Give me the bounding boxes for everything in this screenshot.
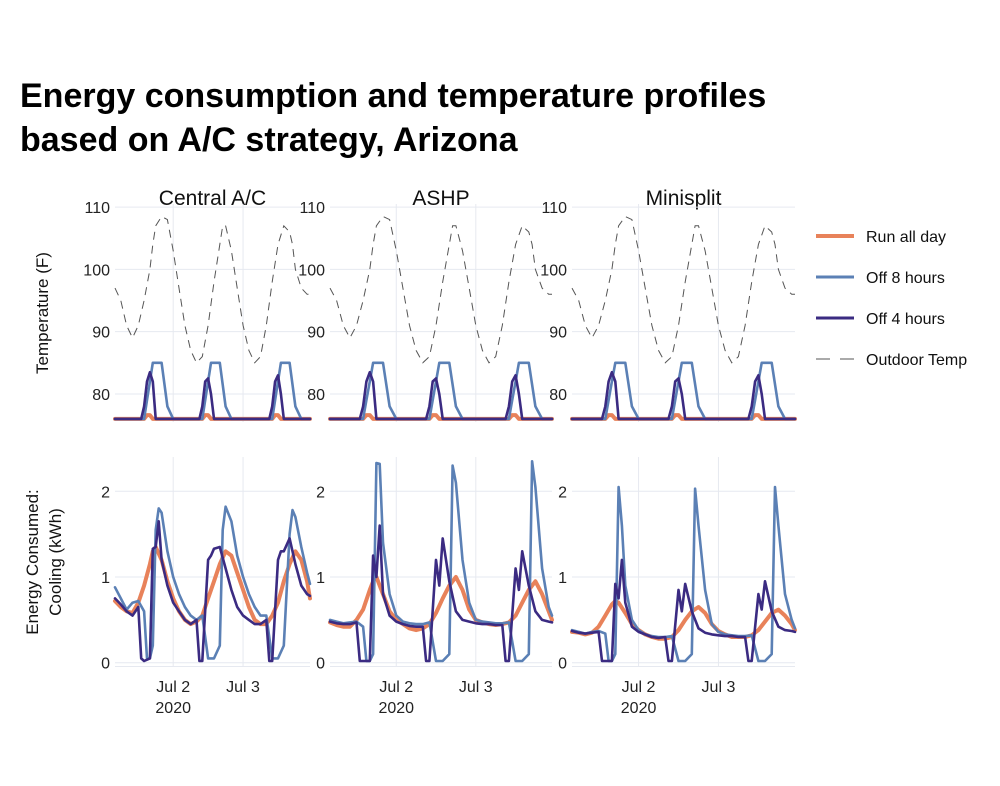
series-run-all-day-r2-c2 — [328, 575, 554, 633]
facet-label-central-a-c: Central A/C — [159, 187, 266, 210]
x-tick-r2-c1-1: Jul 2 — [156, 679, 190, 696]
series-run-all-day-r1-c3 — [570, 413, 797, 421]
y-tick-r1-c2-110: 110 — [299, 200, 325, 217]
y-tick-r1-c1-80: 80 — [92, 387, 110, 404]
y-tick-r2-c3-1: 1 — [558, 570, 567, 587]
y-tick-r1-c1-110: 110 — [84, 200, 110, 217]
facet-label-ashp: ASHP — [412, 187, 469, 210]
series-off-8-hours-r2-c3 — [570, 485, 797, 663]
y-axis-title-row-1-line-1: Temperature (F) — [33, 252, 52, 374]
y-tick-r1-c3-110: 110 — [541, 200, 567, 217]
x-tick-year-r2-c2: 2020 — [378, 700, 414, 717]
x-tick-r2-c3-2: Jul 3 — [702, 679, 736, 696]
series-outdoor-temp-r1-c1 — [114, 215, 310, 364]
y-tick-r2-c2-1: 1 — [316, 570, 325, 587]
series-off-8-hours-r1-c3 — [570, 361, 797, 421]
y-tick-r1-c1-90: 90 — [92, 325, 110, 342]
y-tick-r1-c3-100: 100 — [540, 262, 567, 279]
series-off-4-hours-r2-c3 — [570, 558, 797, 663]
y-tick-r2-c2-0: 0 — [316, 656, 325, 673]
y-tick-r2-c1-1: 1 — [101, 570, 110, 587]
chart-title: Energy consumption and temperature profi… — [20, 74, 920, 162]
legend-label-off-4-hours: Off 4 hours — [866, 311, 945, 328]
x-tick-r2-c2-1: Jul 2 — [379, 679, 413, 696]
series-off-4-hours-r2-c2 — [328, 524, 554, 663]
chart-title-line-2: based on A/C strategy, Arizona — [20, 121, 518, 159]
series-off-4-hours-r1-c3 — [570, 370, 797, 421]
y-tick-r2-c3-2: 2 — [558, 484, 567, 501]
series-off-4-hours-r2-c1 — [113, 519, 312, 663]
y-tick-r1-c1-100: 100 — [83, 262, 110, 279]
series-outdoor-temp-r1-c2 — [329, 215, 552, 364]
y-tick-r1-c2-80: 80 — [307, 387, 325, 404]
x-tick-r2-c3-1: Jul 2 — [622, 679, 656, 696]
series-off-8-hours-r1-c2 — [328, 361, 554, 421]
y-tick-r1-c3-90: 90 — [549, 325, 567, 342]
legend-label-off-8-hours: Off 8 hours — [866, 270, 945, 287]
series-run-all-day-r1-c1 — [113, 413, 312, 421]
series-run-all-day-r1-c2 — [328, 413, 554, 421]
legend-label-outdoor-temp: Outdoor Temp — [866, 352, 967, 369]
x-tick-year-r2-c3: 2020 — [621, 700, 657, 717]
legend-label-run-all-day: Run all day — [866, 229, 946, 246]
series-off-4-hours-r1-c2 — [328, 370, 554, 421]
series-run-all-day-r2-c1 — [113, 545, 312, 627]
y-tick-r1-c3-80: 80 — [549, 387, 567, 404]
y-tick-r2-c1-2: 2 — [101, 484, 110, 501]
y-tick-r2-c2-2: 2 — [316, 484, 325, 501]
chart-title-line-1: Energy consumption and temperature profi… — [20, 77, 767, 115]
x-tick-year-r2-c1: 2020 — [155, 700, 191, 717]
y-axis-title-row-2-line-2: Cooling (kWh) — [46, 508, 65, 616]
facet-label-minisplit: Minisplit — [646, 187, 722, 210]
series-off-4-hours-r1-c1 — [113, 370, 312, 421]
x-tick-r2-c1-2: Jul 3 — [226, 679, 260, 696]
series-run-all-day-r2-c3 — [570, 599, 797, 641]
x-tick-r2-c2-2: Jul 3 — [459, 679, 493, 696]
series-outdoor-temp-r1-c3 — [571, 215, 795, 364]
y-tick-r1-c2-100: 100 — [298, 262, 325, 279]
y-tick-r1-c2-90: 90 — [307, 325, 325, 342]
series-off-8-hours-r1-c1 — [113, 361, 312, 421]
y-tick-r2-c3-0: 0 — [558, 656, 567, 673]
y-axis-title-row-2-line-1: Energy Consumed: — [23, 489, 42, 635]
y-tick-r2-c1-0: 0 — [101, 656, 110, 673]
